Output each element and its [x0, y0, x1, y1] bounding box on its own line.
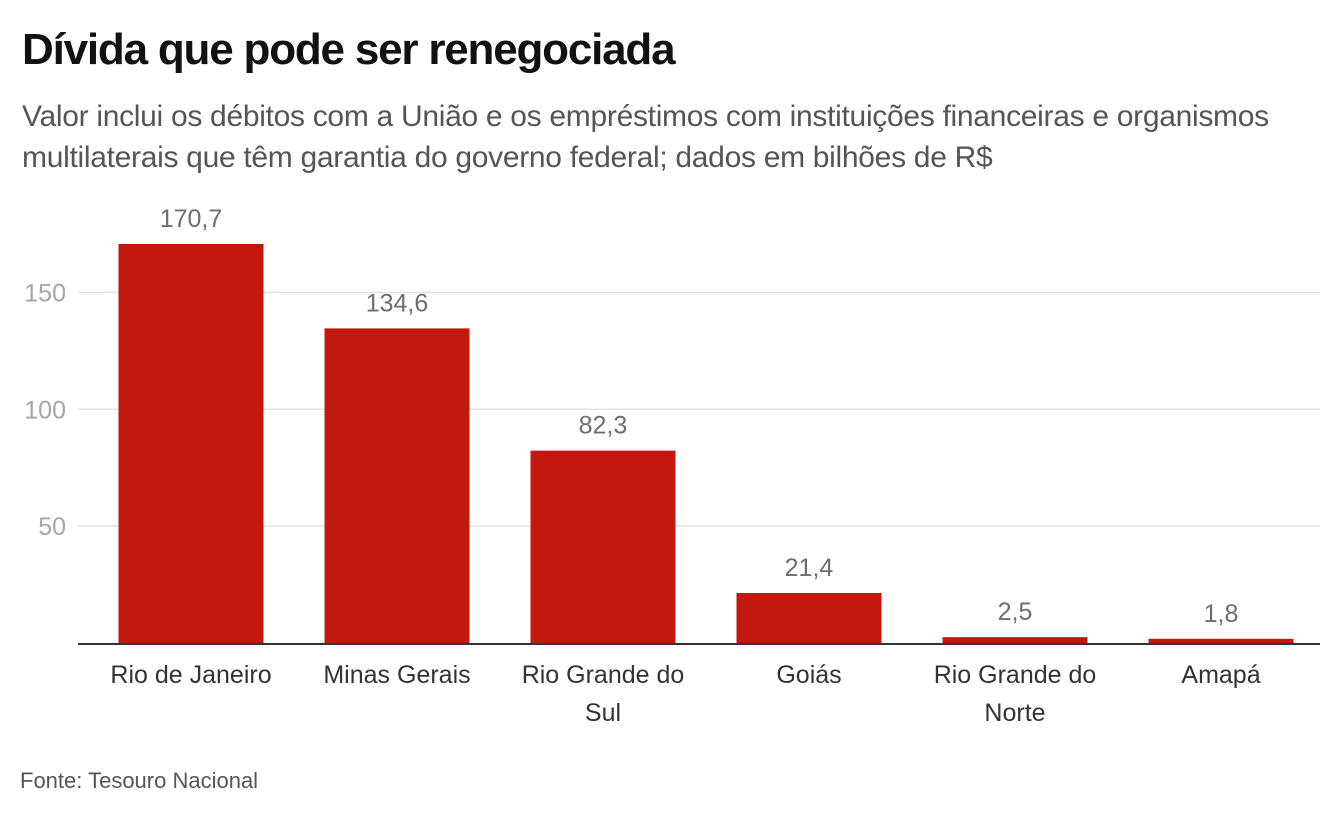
x-tick-label-line: Minas Gerais	[323, 661, 470, 689]
chart-title: Dívida que pode ser renegociada	[22, 25, 676, 74]
data-label: 170,7	[160, 205, 223, 233]
bar	[118, 244, 264, 643]
bar	[530, 450, 676, 643]
data-label: 82,3	[579, 412, 628, 440]
data-label: 2,5	[998, 598, 1033, 626]
data-label: 21,4	[785, 554, 834, 582]
x-tick-label-line: Amapá	[1181, 661, 1260, 689]
y-tick-label: 100	[24, 396, 66, 424]
x-tick-label-line: Sul	[585, 699, 621, 727]
data-label: 1,8	[1204, 600, 1239, 628]
x-tick-label: Goiás	[776, 661, 841, 689]
x-tick-label-line: Norte	[984, 699, 1045, 727]
x-tick-label-line: Rio Grande do	[522, 661, 685, 689]
x-tick-label-line: Goiás	[776, 661, 841, 689]
x-tick-label: Minas Gerais	[323, 661, 470, 689]
bar	[324, 328, 470, 643]
bar	[942, 637, 1088, 643]
x-tick-label: Rio Grande do Norte	[934, 661, 1097, 727]
data-label: 134,6	[366, 289, 429, 317]
x-tick-label-line: Rio de Janeiro	[110, 661, 271, 689]
source-note: Fonte: Tesouro Nacional	[20, 768, 259, 793]
x-tick-label: Rio de Janeiro	[110, 661, 271, 689]
chart-subtitle: Valor inclui os débitos com a União e os…	[22, 100, 1269, 174]
y-tick-label: 50	[38, 513, 66, 541]
x-tick-label: Rio Grande do Sul	[522, 661, 685, 727]
y-tick-label: 150	[24, 279, 66, 307]
x-tick-label: Amapá	[1181, 661, 1260, 689]
x-tick-label-line: Rio Grande do	[934, 661, 1097, 689]
bar	[736, 592, 882, 643]
bar	[1148, 638, 1294, 643]
